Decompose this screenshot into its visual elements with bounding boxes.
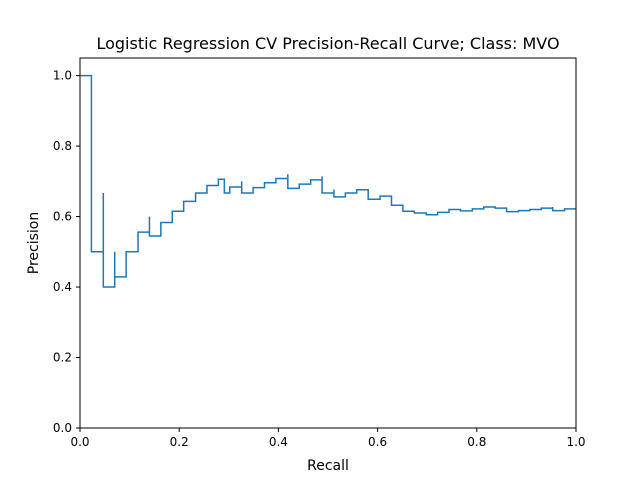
y-tick-label: 0.6 [53,210,72,224]
y-tick-label: 0.8 [53,139,72,153]
y-tick-label: 0.4 [53,280,72,294]
y-tick-label: 0.2 [53,351,72,365]
ticks-layer: 0.0 0.2 0.4 0.6 0.8 1.0 0.0 0.2 0.4 0.6 0.8 1.0 [53,69,586,449]
y-tick-label: 0.0 [53,421,72,435]
chart-title: Logistic Regression CV Precision-Recall … [96,34,559,53]
x-tick-label: 0.0 [70,435,89,449]
plot-area: 0.0 0.2 0.4 0.6 0.8 1.0 0.0 0.2 0.4 0.6 0.8 1.0 [53,57,586,449]
x-tick-label: 0.2 [170,435,189,449]
x-tick-label: 0.8 [467,435,486,449]
y-tick-label: 1.0 [53,69,72,83]
x-tick-label: 0.6 [368,435,387,449]
y-axis-label: Precision [26,212,42,274]
plot-frame [79,57,577,429]
series-layer [80,74,576,288]
x-tick-label: 0.4 [269,435,288,449]
precision-recall-series-line [80,74,576,288]
x-tick-label: 1.0 [566,435,585,449]
x-axis-label: Recall [307,458,349,474]
